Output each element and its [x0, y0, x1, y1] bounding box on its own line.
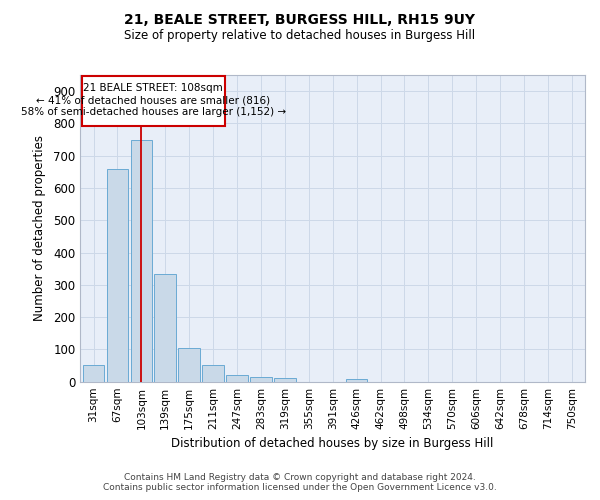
Bar — [154, 274, 176, 382]
Y-axis label: Number of detached properties: Number of detached properties — [33, 136, 46, 322]
Bar — [202, 365, 224, 382]
Text: ← 41% of detached houses are smaller (816): ← 41% of detached houses are smaller (81… — [36, 95, 271, 105]
Bar — [178, 348, 200, 382]
Bar — [83, 365, 104, 382]
X-axis label: Distribution of detached houses by size in Burgess Hill: Distribution of detached houses by size … — [172, 437, 494, 450]
Text: 21, BEALE STREET, BURGESS HILL, RH15 9UY: 21, BEALE STREET, BURGESS HILL, RH15 9UY — [125, 12, 476, 26]
Bar — [250, 377, 272, 382]
Bar — [107, 168, 128, 382]
Text: Contains HM Land Registry data © Crown copyright and database right 2024.
Contai: Contains HM Land Registry data © Crown c… — [103, 473, 497, 492]
Bar — [131, 140, 152, 382]
Text: Size of property relative to detached houses in Burgess Hill: Size of property relative to detached ho… — [124, 29, 476, 42]
FancyBboxPatch shape — [82, 76, 225, 126]
Bar — [274, 378, 296, 382]
Text: 58% of semi-detached houses are larger (1,152) →: 58% of semi-detached houses are larger (… — [21, 108, 286, 118]
Bar — [346, 379, 367, 382]
Text: 21 BEALE STREET: 108sqm: 21 BEALE STREET: 108sqm — [83, 82, 223, 92]
Bar — [226, 374, 248, 382]
